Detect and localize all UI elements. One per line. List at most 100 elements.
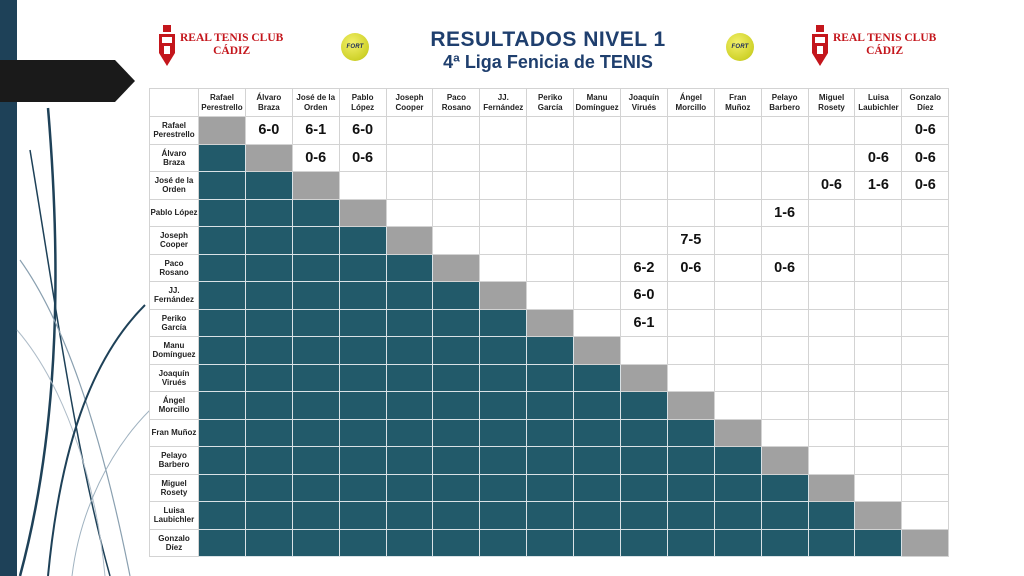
- empty-cell: [807, 308, 856, 337]
- empty-cell: [807, 418, 856, 447]
- empty-cell: [573, 226, 622, 255]
- filled-cell: [713, 528, 762, 557]
- empty-cell: [526, 171, 575, 200]
- filled-cell: [573, 473, 622, 502]
- empty-cell: [901, 198, 950, 227]
- filled-cell: [244, 171, 293, 200]
- filled-cell: [385, 281, 434, 310]
- empty-cell: [901, 391, 950, 420]
- row-header: Miguel Rosety: [149, 473, 199, 502]
- score-cell: 0-6: [666, 253, 715, 282]
- diagonal-cell: [198, 116, 246, 145]
- filled-cell: [807, 528, 856, 557]
- row-header: Joseph Cooper: [149, 226, 199, 255]
- filled-cell: [291, 473, 340, 502]
- ball-brand: FORT: [346, 44, 364, 50]
- empty-cell: [526, 116, 575, 145]
- empty-cell: [760, 281, 809, 310]
- empty-cell: [385, 171, 434, 200]
- filled-cell: [198, 308, 246, 337]
- empty-cell: [760, 391, 809, 420]
- filled-cell: [244, 253, 293, 282]
- club-city: CÁDIZ: [213, 45, 251, 57]
- filled-cell: [385, 446, 434, 475]
- empty-cell: [854, 226, 903, 255]
- corner-cell: [149, 88, 199, 117]
- empty-cell: [807, 391, 856, 420]
- filled-cell: [291, 501, 340, 530]
- filled-cell: [291, 528, 340, 557]
- empty-cell: [385, 116, 434, 145]
- table-row: Paco Rosano 6-2 0-6 0-6: [149, 253, 950, 282]
- empty-cell: [901, 308, 950, 337]
- score-cell: 0-6: [854, 143, 903, 172]
- diagonal-cell: [479, 281, 528, 310]
- score-cell: 0-6: [901, 171, 950, 200]
- score-cell: 0-6: [291, 143, 340, 172]
- empty-cell: [479, 253, 528, 282]
- column-header: JJ. Fernández: [479, 88, 528, 117]
- filled-cell: [760, 528, 809, 557]
- empty-cell: [385, 198, 434, 227]
- score-cell: 6-1: [620, 308, 668, 337]
- filled-cell: [385, 528, 434, 557]
- diagonal-cell: [432, 253, 481, 282]
- empty-cell: [479, 116, 528, 145]
- filled-cell: [432, 391, 481, 420]
- filled-cell: [338, 446, 387, 475]
- empty-cell: [760, 171, 809, 200]
- empty-cell: [573, 281, 622, 310]
- row-header: Periko García: [149, 308, 199, 337]
- column-header: Miguel Rosety: [807, 88, 856, 117]
- empty-cell: [807, 363, 856, 392]
- empty-cell: [854, 418, 903, 447]
- filled-cell: [198, 143, 246, 172]
- score-cell: 0-6: [901, 143, 950, 172]
- filled-cell: [479, 391, 528, 420]
- empty-cell: [620, 198, 668, 227]
- empty-cell: [620, 116, 668, 145]
- filled-cell: [244, 528, 293, 557]
- filled-cell: [573, 418, 622, 447]
- filled-cell: [338, 363, 387, 392]
- empty-cell: [901, 473, 950, 502]
- column-header: Fran Muñoz: [713, 88, 762, 117]
- filled-cell: [244, 418, 293, 447]
- filled-cell: [760, 501, 809, 530]
- header-row: Rafael Perestrello Álvaro Braza José de la…: [149, 88, 950, 117]
- empty-cell: [432, 198, 481, 227]
- table-row: Manu Domínguez: [149, 336, 950, 365]
- filled-cell: [432, 418, 481, 447]
- table-row: Luisa Laubichler: [149, 501, 950, 530]
- filled-cell: [244, 308, 293, 337]
- filled-cell: [666, 446, 715, 475]
- tennis-ball-logo-right: FORT: [726, 33, 754, 61]
- column-header: Pelayo Barbero: [760, 88, 809, 117]
- filled-cell: [432, 473, 481, 502]
- table-row: Pelayo Barbero: [149, 446, 950, 475]
- filled-cell: [291, 308, 340, 337]
- club-logo-left: REAL TENIS CLUB CÁDIZ: [158, 25, 283, 67]
- filled-cell: [338, 253, 387, 282]
- empty-cell: [620, 171, 668, 200]
- filled-cell: [244, 363, 293, 392]
- decorative-curve: [29, 149, 111, 576]
- diagonal-cell: [807, 473, 856, 502]
- table-row: Gonzalo Díez: [149, 528, 950, 557]
- empty-cell: [666, 308, 715, 337]
- filled-cell: [526, 336, 575, 365]
- filled-cell: [198, 473, 246, 502]
- empty-cell: [901, 253, 950, 282]
- filled-cell: [573, 528, 622, 557]
- ball-brand: FORT: [731, 44, 749, 50]
- empty-cell: [666, 363, 715, 392]
- filled-cell: [338, 418, 387, 447]
- filled-cell: [385, 308, 434, 337]
- filled-cell: [244, 391, 293, 420]
- empty-cell: [713, 116, 762, 145]
- arrow-tab: [0, 60, 135, 102]
- filled-cell: [807, 501, 856, 530]
- filled-cell: [573, 501, 622, 530]
- empty-cell: [620, 143, 668, 172]
- filled-cell: [244, 336, 293, 365]
